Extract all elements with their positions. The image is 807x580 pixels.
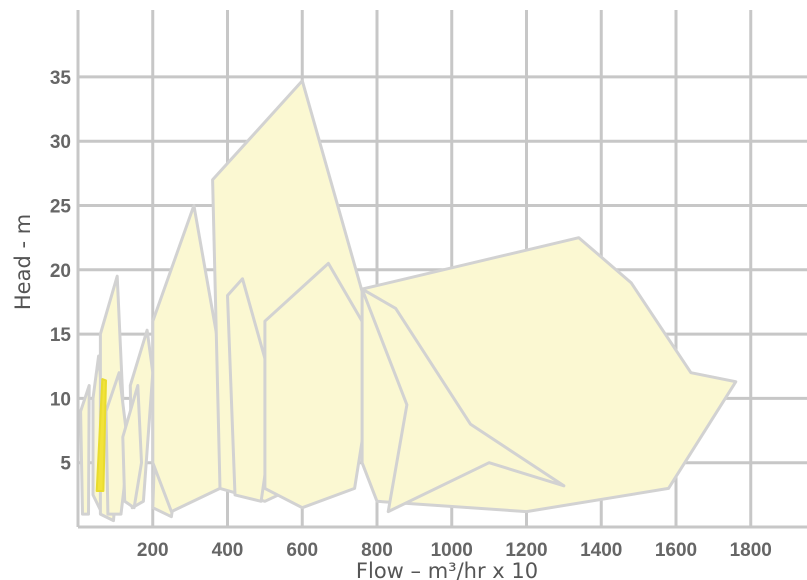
y-tick-label: 5 bbox=[60, 454, 71, 475]
axes bbox=[76, 10, 807, 529]
pump-curve-regions bbox=[79, 79, 738, 523]
y-tick-label: 30 bbox=[50, 132, 71, 153]
x-tick-label: 400 bbox=[212, 540, 244, 561]
y-tick-labels: 5 10 15 20 25 30 35 bbox=[50, 68, 72, 475]
region-1 bbox=[79, 384, 91, 516]
y-tick-label: 15 bbox=[50, 325, 72, 346]
region-11 bbox=[263, 261, 379, 510]
y-tick-label: 35 bbox=[50, 68, 72, 89]
y-tick-label: 25 bbox=[50, 197, 72, 218]
x-tick-label: 600 bbox=[286, 540, 318, 561]
x-axis-title: Flow – m³/hr x 10 bbox=[356, 559, 538, 580]
x-tick-label: 1400 bbox=[580, 540, 622, 561]
x-tick-label: 800 bbox=[361, 540, 393, 561]
x-tick-label: 200 bbox=[137, 540, 169, 561]
x-tick-label: 1800 bbox=[730, 540, 772, 561]
region-6 bbox=[121, 384, 143, 510]
x-tick-label: 1000 bbox=[431, 540, 473, 561]
x-tick-labels: 200 400 600 800 1000 1200 1400 1600 1800 bbox=[137, 540, 772, 561]
x-tick-label: 1600 bbox=[655, 540, 697, 561]
region-highlight bbox=[95, 378, 107, 492]
x-tick-label: 1200 bbox=[505, 540, 547, 561]
y-tick-label: 10 bbox=[50, 389, 71, 410]
y-axis-title: Head - m bbox=[11, 214, 35, 310]
y-tick-label: 20 bbox=[50, 261, 71, 282]
region-13 bbox=[360, 287, 566, 514]
